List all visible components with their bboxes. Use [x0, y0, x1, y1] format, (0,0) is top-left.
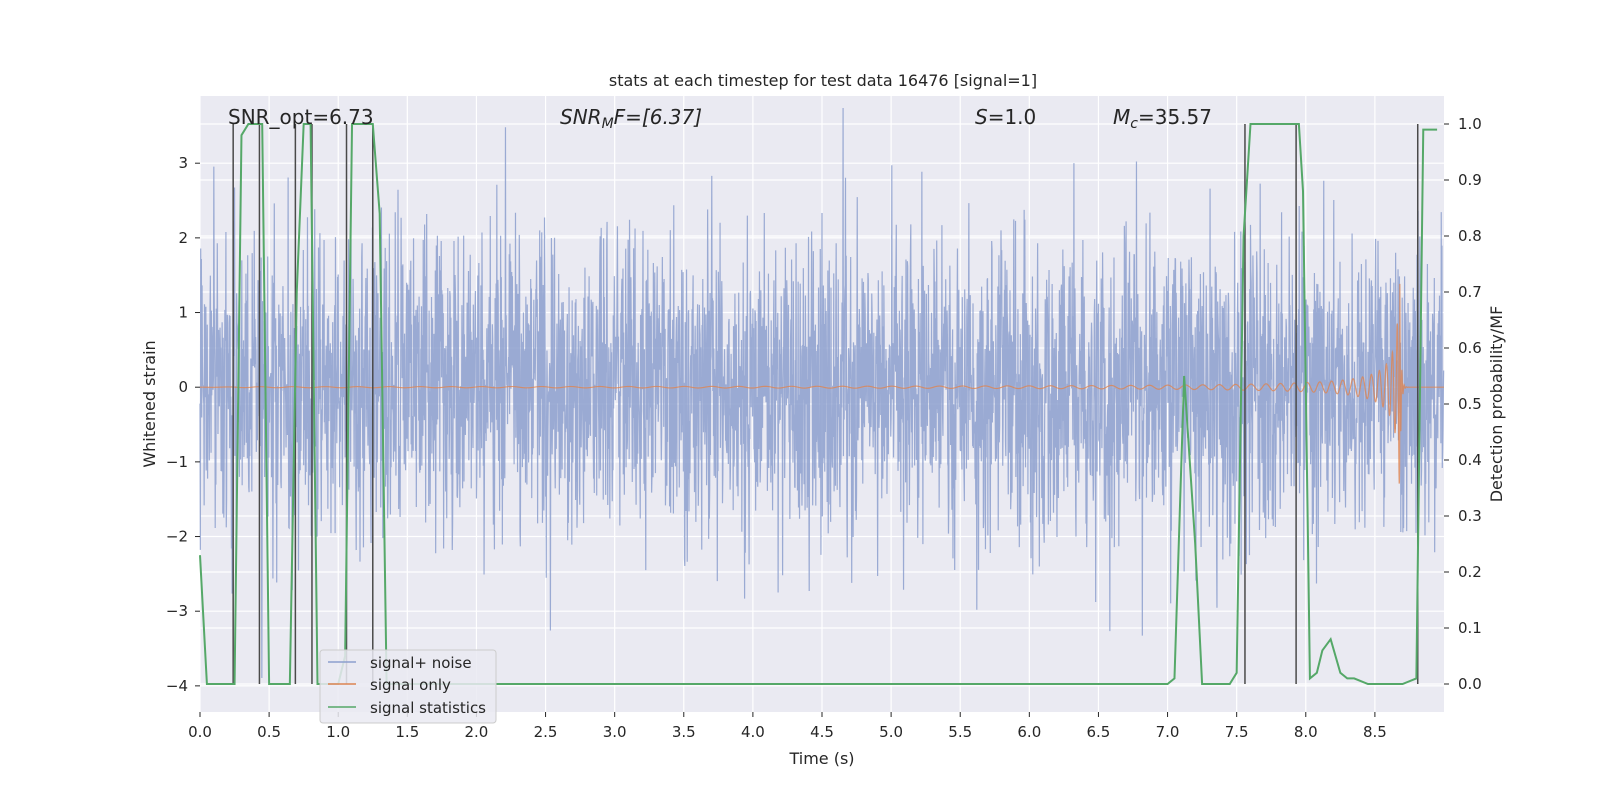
chart-title: stats at each timestep for test data 164…	[609, 71, 1037, 90]
y-right-tick-label: 0.0	[1458, 675, 1482, 693]
x-tick-label: 4.0	[741, 723, 765, 741]
y-left-tick-label: −2	[166, 528, 188, 546]
y-right-tick-label: 0.9	[1458, 171, 1482, 189]
x-tick-label: 0.5	[257, 723, 281, 741]
x-tick-label: 1.0	[326, 723, 350, 741]
legend: signal+ noise signal only signal statist…	[319, 649, 497, 724]
x-tick-label: 3.5	[672, 723, 696, 741]
annotations: SNR_opt=6.73 SNRMF=[6.37] S=1.0 Mc=35.57	[228, 105, 1212, 132]
y-right-tick-label: 0.6	[1458, 339, 1482, 357]
x-tick-label: 8.0	[1294, 723, 1318, 741]
signal-line	[200, 283, 1444, 484]
y-left-tick-label: 1	[178, 304, 188, 322]
legend-label-signal: signal only	[370, 676, 451, 694]
noise-series	[199, 107, 1445, 679]
x-tick-label: 5.0	[879, 723, 903, 741]
y-left-tick-label: 2	[178, 229, 188, 247]
x-tick-label: 2.0	[465, 723, 489, 741]
annotation-snr-opt: SNR_opt=6.73	[228, 105, 374, 129]
y-right-tick-label: 0.4	[1458, 451, 1482, 469]
x-tick-label: 7.5	[1225, 723, 1249, 741]
y-left-tick-label: −4	[166, 677, 188, 695]
left-y-axis-ticks: 3 2 1 0 −1 −2 −3 −4	[166, 154, 200, 695]
y-left-tick-label: 3	[178, 154, 188, 172]
left-y-axis-label: Whitened strain	[140, 340, 159, 467]
x-tick-label: 0.0	[188, 723, 212, 741]
statistics-line	[199, 123, 1438, 685]
y-right-tick-label: 0.2	[1458, 563, 1482, 581]
y-left-tick-label: −1	[166, 453, 188, 471]
x-tick-label: 3.0	[603, 723, 627, 741]
x-tick-label: 7.0	[1156, 723, 1180, 741]
y-right-tick-label: 1.0	[1458, 115, 1482, 133]
signal-series	[200, 283, 1444, 484]
y-right-tick-label: 0.3	[1458, 507, 1482, 525]
legend-label-statistics: signal statistics	[370, 699, 486, 717]
x-tick-label: 1.5	[395, 723, 419, 741]
annotation-mc: Mc=35.57	[1113, 105, 1212, 132]
y-right-tick-label: 0.8	[1458, 227, 1482, 245]
x-axis-label: Time (s)	[788, 749, 854, 768]
x-tick-label: 8.5	[1363, 723, 1387, 741]
y-left-tick-label: 0	[178, 378, 188, 396]
annotation-snr-mf: SNRMF=[6.37]	[560, 105, 702, 132]
statistics-series	[199, 123, 1438, 685]
x-axis-ticks: 0.0 0.5 1.0 1.5 2.0 2.5 3.0 3.5 4.0 4.5 5.0 5.5 6.0 6…	[188, 712, 1387, 741]
right-y-axis-ticks: 1.0 0.9 0.8 0.7 0.6 0.5 0.4 0.3 0.2 0.1 0.0	[1444, 115, 1482, 693]
y-right-tick-label: 0.1	[1458, 619, 1482, 637]
x-tick-label: 6.5	[1087, 723, 1111, 741]
legend-box	[319, 649, 497, 724]
annotation-s: S=1.0	[975, 105, 1036, 129]
y-right-tick-label: 0.7	[1458, 283, 1482, 301]
x-tick-label: 5.5	[948, 723, 972, 741]
right-y-axis-label: Detection probability/MF	[1487, 306, 1506, 503]
y-right-tick-label: 0.5	[1458, 395, 1482, 413]
x-tick-label: 4.5	[810, 723, 834, 741]
y-left-tick-label: −3	[166, 602, 188, 620]
x-tick-label: 2.5	[534, 723, 558, 741]
x-tick-label: 6.0	[1017, 723, 1041, 741]
noise-line	[199, 107, 1445, 679]
legend-label-noise: signal+ noise	[370, 654, 472, 672]
